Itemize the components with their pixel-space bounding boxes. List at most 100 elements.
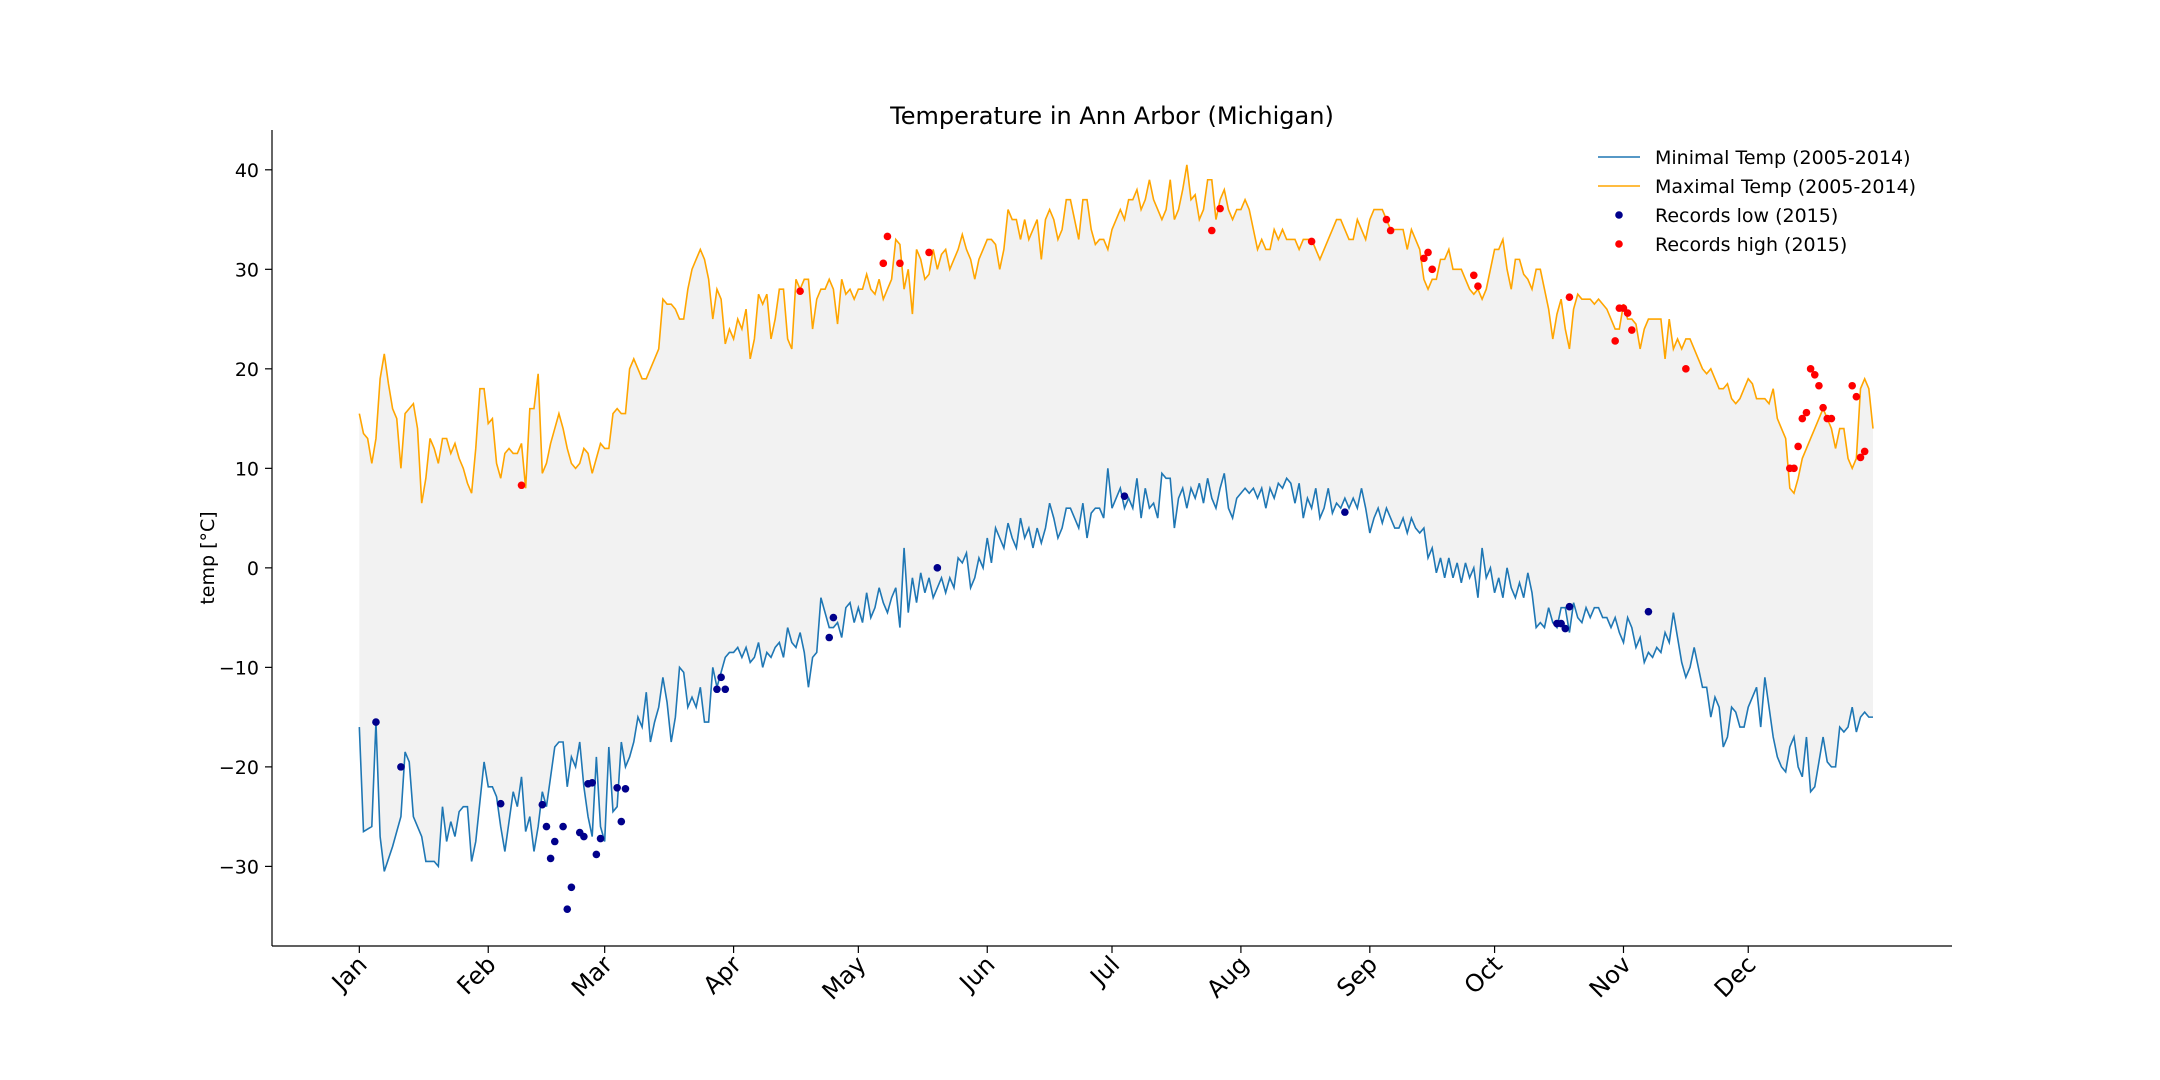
y-tick-label: 20 — [235, 359, 259, 381]
y-axis-title: temp [°C] — [197, 511, 219, 604]
record-low-point — [617, 817, 626, 826]
y-tick-label: 10 — [235, 458, 259, 480]
record-high-point — [1307, 237, 1316, 246]
series-line-max-temp — [358, 164, 1874, 504]
record-low-point — [397, 763, 405, 771]
record-high-point — [1798, 414, 1807, 423]
y-tick-label: −30 — [219, 856, 259, 878]
record-high-point — [883, 232, 892, 241]
record-high-point — [1860, 447, 1869, 456]
y-tick-label: −10 — [219, 657, 259, 679]
record-low-point — [933, 564, 942, 572]
legend-label: Records low (2015) — [1655, 205, 1838, 227]
record-low-point — [1561, 624, 1570, 633]
legend-label: Records high (2015) — [1655, 234, 1847, 256]
y-tick-label: 0 — [247, 558, 259, 580]
legend-entry: Maximal Temp (2005-2014) — [1598, 176, 1916, 198]
record-high-point — [1619, 304, 1628, 312]
record-high-point — [1848, 381, 1856, 390]
record-high-point — [517, 481, 526, 490]
x-tick-label: Oct — [1459, 950, 1508, 999]
record-high-point — [1810, 371, 1819, 379]
fill-between-area — [359, 164, 1873, 872]
y-tick-label: 40 — [235, 160, 259, 182]
record-high-point — [1794, 442, 1802, 451]
x-tick-label: May — [817, 950, 872, 1005]
y-tick-label: 30 — [235, 259, 259, 281]
x-tick-label: Apr — [698, 950, 747, 999]
record-low-point — [1120, 492, 1129, 501]
x-tick-label: Aug — [1201, 950, 1254, 1003]
record-low-point — [559, 822, 567, 831]
record-high-point — [1474, 282, 1482, 291]
record-high-point — [1827, 414, 1836, 423]
record-high-point — [879, 259, 888, 268]
record-low-point — [588, 779, 596, 787]
record-high-point — [1623, 309, 1632, 317]
record-high-point — [1469, 271, 1478, 280]
record-low-point — [596, 834, 605, 843]
record-high-point — [1815, 381, 1823, 390]
record-high-point — [1565, 293, 1574, 301]
series-records-low — [372, 492, 1653, 913]
legend-swatch-marker — [1615, 240, 1623, 248]
record-low-point — [567, 883, 576, 892]
record-low-point — [1565, 602, 1574, 611]
record-low-point — [1644, 607, 1653, 616]
record-high-point — [1856, 453, 1865, 462]
record-low-point — [496, 799, 505, 808]
x-tick-label: Jul — [1084, 950, 1126, 992]
record-high-point — [1806, 365, 1815, 373]
series-line-min-temp — [358, 468, 1873, 872]
legend: Minimal Temp (2005-2014) Maximal Temp (20… — [1598, 147, 1916, 256]
record-low-point — [1557, 619, 1565, 628]
fill-between-layer — [359, 164, 1873, 872]
legend-swatch-marker — [1615, 211, 1623, 219]
legend-label: Minimal Temp (2005-2014) — [1655, 147, 1911, 169]
x-tick-label: Dec — [1709, 950, 1762, 1003]
record-high-point — [1628, 326, 1636, 334]
record-high-point — [1386, 226, 1395, 235]
record-low-point — [592, 850, 601, 859]
record-high-point — [925, 248, 933, 257]
record-high-point — [1424, 248, 1432, 257]
record-low-point — [580, 832, 588, 841]
record-high-point — [1819, 403, 1827, 412]
x-tick-label: Nov — [1584, 950, 1637, 1003]
record-high-point — [1802, 408, 1811, 417]
record-low-point — [829, 613, 838, 622]
chart-title: Temperature in Ann Arbor (Michigan) — [889, 102, 1334, 130]
record-high-point — [1428, 265, 1436, 274]
record-low-point — [621, 784, 630, 793]
legend-entry: Records high (2015) — [1615, 234, 1847, 256]
x-tick-label: Feb — [452, 950, 502, 1000]
record-low-point — [372, 718, 380, 726]
record-high-point — [1611, 337, 1619, 345]
record-low-point — [825, 633, 834, 642]
series-records-high — [517, 204, 1869, 490]
record-high-point — [1682, 365, 1690, 373]
x-tick-label: Jan — [325, 950, 372, 997]
y-tick-label: −20 — [219, 757, 259, 779]
record-high-point — [1382, 215, 1391, 224]
record-high-point — [896, 259, 904, 268]
record-high-point — [1420, 254, 1428, 263]
x-tick-label: Jun — [953, 950, 1001, 998]
legend-entry: Minimal Temp (2005-2014) — [1598, 147, 1911, 169]
record-high-point — [796, 287, 804, 296]
legend-entry: Records low (2015) — [1615, 205, 1838, 227]
record-low-point — [538, 800, 547, 809]
record-low-point — [717, 673, 725, 682]
x-tick-label: Mar — [566, 950, 618, 1002]
record-high-point — [1208, 226, 1216, 235]
record-low-point — [542, 822, 551, 831]
record-low-point — [1341, 508, 1349, 516]
record-low-point — [563, 905, 572, 913]
record-high-point — [1790, 464, 1798, 473]
record-low-point — [721, 685, 730, 694]
legend-label: Maximal Temp (2005-2014) — [1655, 176, 1916, 198]
record-low-point — [550, 837, 559, 846]
record-low-point — [546, 854, 555, 863]
